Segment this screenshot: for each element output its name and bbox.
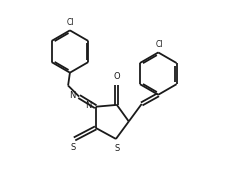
Text: Cl: Cl — [155, 40, 162, 49]
Text: O: O — [113, 72, 120, 81]
Text: Cl: Cl — [66, 18, 73, 27]
Text: N: N — [85, 101, 91, 110]
Text: S: S — [114, 144, 119, 153]
Text: N: N — [68, 91, 75, 100]
Text: S: S — [70, 143, 75, 152]
